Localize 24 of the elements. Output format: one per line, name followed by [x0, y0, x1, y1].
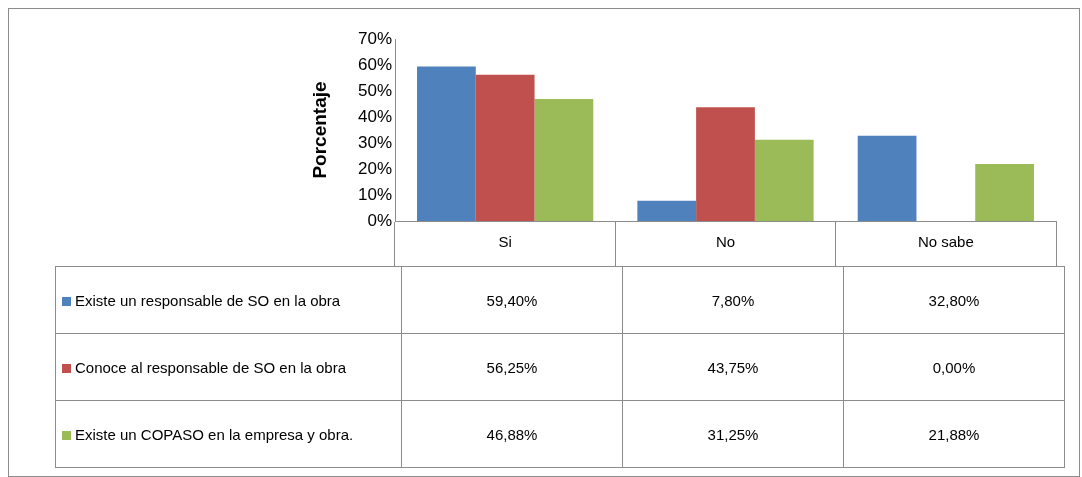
y-tick-label: 50% [357, 80, 392, 100]
legend-label: Existe un COPASO en la empresa y obra. [75, 425, 354, 443]
data-label: 46,88% [401, 400, 623, 468]
y-tick-label: 70% [357, 28, 392, 48]
x-tick-label: No sabe [917, 233, 974, 251]
data-label: 59,40% [401, 266, 623, 334]
data-label: 43,75% [622, 333, 844, 401]
data-label: 7,80% [622, 266, 844, 334]
legend-label: Existe un responsable de SO en la obra [75, 291, 341, 309]
data-label: 31,25% [622, 400, 844, 468]
y-tick-label: 10% [357, 184, 392, 204]
legend-label: Conoce al responsable de SO en la obra [75, 358, 347, 376]
data-label: 21,88% [843, 400, 1065, 468]
y-axis-title: Porcentaje [308, 81, 330, 179]
y-tick-label: 20% [357, 158, 392, 178]
data-label: 32,80% [843, 266, 1065, 334]
y-tick-label: 30% [357, 132, 392, 152]
x-tick-label: No [715, 233, 736, 251]
y-tick-label: 0% [367, 210, 392, 230]
data-label: 0,00% [843, 333, 1065, 401]
x-tick-label: Si [498, 233, 512, 251]
y-tick-label: 40% [357, 106, 392, 126]
data-label: 56,25% [401, 333, 623, 401]
y-tick-label: 60% [357, 54, 392, 74]
